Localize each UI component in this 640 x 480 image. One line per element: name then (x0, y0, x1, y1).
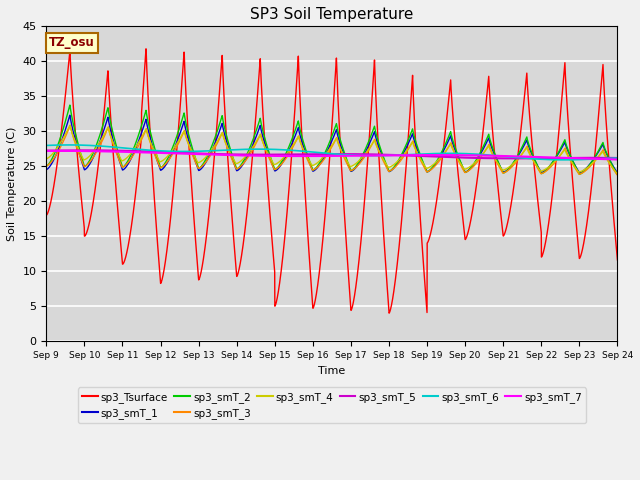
sp3_smT_7 (559, 155, 567, 161)
sp3_smT_2 (165, 153, 173, 159)
Line: sp3_smT_2: sp3_smT_2 (46, 105, 618, 175)
sp3_Tsurface (385, 310, 393, 316)
sp3_smT_2 (559, 140, 567, 146)
sp3_smT_5 (388, 152, 396, 158)
sp3_smT_2 (202, 156, 210, 162)
sp3_smT_1 (559, 142, 567, 148)
sp3_smT_5 (82, 147, 90, 153)
sp3_smT_6 (614, 155, 621, 161)
sp3_smT_4 (66, 122, 74, 128)
sp3_smT_3 (42, 163, 50, 169)
sp3_smT_3 (613, 172, 621, 178)
sp3_smT_5 (202, 151, 210, 156)
sp3_Tsurface (42, 212, 50, 218)
sp3_smT_3 (614, 172, 621, 178)
Legend: sp3_Tsurface, sp3_smT_1, sp3_smT_2, sp3_smT_3, sp3_smT_4, sp3_smT_5, sp3_smT_6, : sp3_Tsurface, sp3_smT_1, sp3_smT_2, sp3_… (78, 387, 586, 423)
Line: sp3_smT_5: sp3_smT_5 (46, 150, 618, 158)
sp3_smT_1 (165, 157, 173, 163)
Line: sp3_smT_3: sp3_smT_3 (46, 125, 618, 175)
sp3_smT_6 (613, 155, 621, 161)
sp3_smT_4 (613, 170, 621, 176)
sp3_smT_2 (42, 163, 50, 169)
sp3_smT_1 (202, 159, 210, 165)
sp3_smT_5 (511, 156, 518, 161)
sp3_smT_7 (388, 152, 396, 158)
sp3_smT_6 (559, 157, 567, 163)
sp3_smT_7 (47, 148, 54, 154)
sp3_Tsurface (202, 237, 210, 243)
sp3_Tsurface (398, 214, 406, 219)
sp3_smT_7 (42, 148, 50, 154)
sp3_smT_1 (614, 170, 621, 176)
sp3_smT_1 (398, 154, 406, 159)
Text: TZ_osu: TZ_osu (49, 36, 95, 49)
sp3_smT_6 (65, 142, 73, 148)
sp3_smT_4 (614, 170, 621, 176)
sp3_smT_3 (202, 159, 210, 165)
sp3_smT_2 (66, 102, 74, 108)
sp3_smT_6 (398, 152, 406, 158)
Title: SP3 Soil Temperature: SP3 Soil Temperature (250, 7, 413, 22)
sp3_smT_1 (388, 167, 396, 173)
Line: sp3_smT_7: sp3_smT_7 (46, 151, 618, 159)
Y-axis label: Soil Temperature (C): Soil Temperature (C) (7, 126, 17, 241)
sp3_smT_7 (202, 152, 210, 157)
sp3_smT_5 (559, 155, 567, 161)
X-axis label: Time: Time (318, 366, 346, 375)
sp3_Tsurface (165, 231, 173, 237)
sp3_smT_2 (613, 171, 621, 177)
sp3_smT_7 (398, 152, 406, 158)
sp3_smT_5 (614, 155, 621, 161)
sp3_smT_3 (388, 167, 396, 173)
sp3_smT_2 (614, 172, 621, 178)
sp3_smT_5 (398, 152, 406, 158)
sp3_Tsurface (613, 255, 621, 261)
sp3_smT_7 (614, 156, 621, 162)
sp3_smT_6 (202, 148, 210, 154)
sp3_smT_3 (613, 172, 621, 178)
Line: sp3_smT_4: sp3_smT_4 (46, 125, 618, 173)
sp3_smT_4 (388, 163, 396, 169)
sp3_smT_4 (42, 156, 50, 162)
sp3_smT_2 (398, 151, 406, 157)
sp3_Tsurface (142, 46, 150, 52)
sp3_smT_5 (165, 149, 173, 155)
sp3_smT_7 (613, 156, 621, 162)
sp3_smT_1 (613, 169, 621, 175)
sp3_smT_7 (165, 150, 173, 156)
sp3_smT_3 (165, 157, 173, 163)
sp3_smT_1 (66, 112, 74, 118)
sp3_smT_6 (42, 143, 50, 148)
Line: sp3_smT_1: sp3_smT_1 (46, 115, 618, 173)
sp3_Tsurface (614, 257, 621, 263)
sp3_smT_5 (613, 155, 621, 161)
sp3_smT_4 (165, 152, 173, 158)
sp3_smT_6 (165, 148, 173, 154)
sp3_smT_3 (398, 156, 406, 162)
sp3_smT_5 (42, 148, 50, 154)
sp3_smT_4 (559, 149, 567, 155)
sp3_smT_4 (398, 154, 406, 160)
sp3_smT_4 (613, 170, 621, 176)
sp3_smT_1 (42, 167, 50, 172)
Line: sp3_Tsurface: sp3_Tsurface (46, 49, 618, 313)
sp3_smT_2 (388, 167, 396, 172)
sp3_Tsurface (388, 300, 396, 306)
Line: sp3_smT_6: sp3_smT_6 (46, 145, 618, 160)
sp3_smT_6 (561, 157, 568, 163)
sp3_smT_4 (202, 154, 210, 160)
sp3_smT_6 (388, 153, 396, 158)
sp3_smT_3 (559, 148, 567, 154)
sp3_Tsurface (559, 76, 567, 82)
sp3_smT_3 (67, 122, 74, 128)
